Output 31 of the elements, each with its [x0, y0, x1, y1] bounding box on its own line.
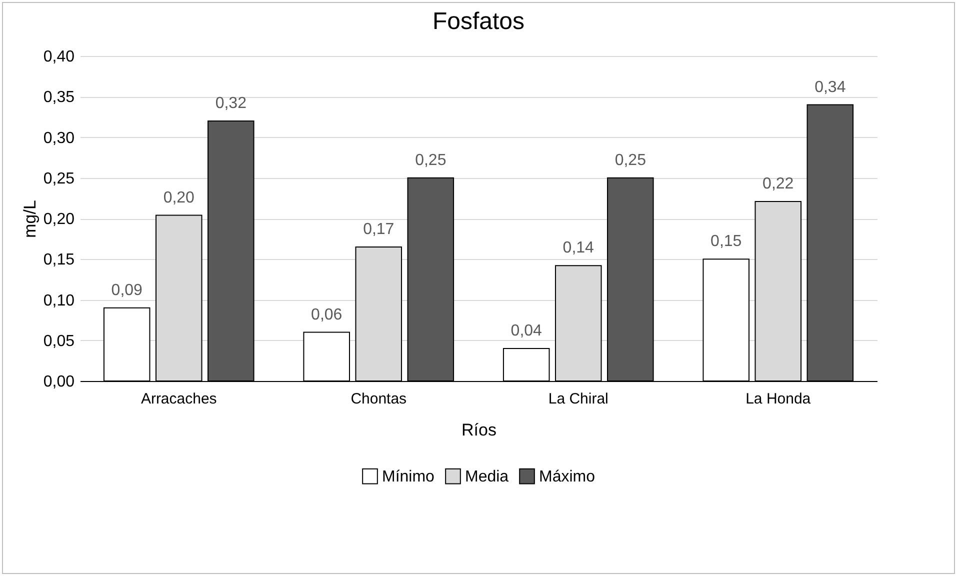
legend-label: Media	[465, 468, 509, 486]
data-label: 0,25	[614, 152, 646, 169]
data-label: 0,20	[163, 189, 195, 206]
x-tick-label: La Chiral	[548, 390, 608, 408]
y-tick-label: 0,20	[43, 211, 75, 228]
y-tick-label: 0,15	[43, 252, 75, 269]
data-label: 0,22	[762, 175, 794, 192]
data-label: 0,25	[415, 152, 446, 169]
legend-label: Mínimo	[382, 468, 435, 486]
data-label: 0,09	[111, 282, 143, 299]
data-label: 0,32	[215, 95, 247, 112]
data-label: 0,17	[363, 220, 394, 238]
data-label: 0,14	[562, 240, 594, 257]
data-label: 0,04	[510, 322, 542, 340]
y-tick-label: 0,10	[43, 292, 75, 310]
x-tick-label: Arracaches	[140, 390, 217, 408]
x-tick-label: La Honda	[746, 390, 812, 408]
data-label: 0,06	[311, 306, 342, 324]
data-label: 0,15	[710, 233, 742, 250]
x-axis-title: Ríos	[462, 420, 496, 440]
y-tick-label: 0,30	[43, 130, 75, 147]
data-label: 0,34	[814, 78, 846, 96]
y-tick-label: 0,00	[43, 374, 75, 390]
y-tick-label: 0,25	[43, 170, 75, 188]
y-tick-label: 0,35	[43, 89, 75, 106]
y-axis-title: mg/L	[20, 200, 40, 238]
y-tick-label: 0,40	[43, 48, 75, 66]
x-tick-label: Chontas	[350, 390, 407, 408]
y-tick-label: 0,05	[43, 332, 75, 350]
chart-title: Fosfatos	[432, 8, 525, 35]
legend-label: Máximo	[539, 468, 596, 486]
